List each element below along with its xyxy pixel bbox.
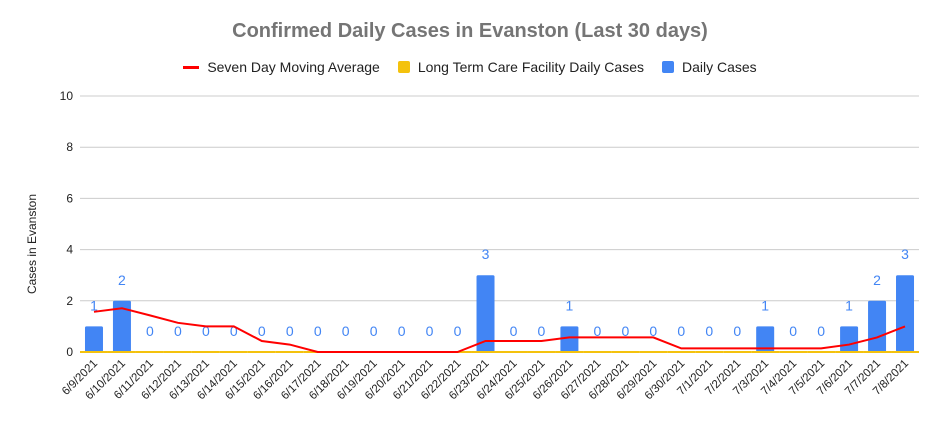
legend-swatch [661, 61, 674, 73]
legend-swatch [183, 65, 200, 69]
data-label: 3 [901, 246, 909, 262]
bar-ltc-cases [807, 351, 836, 353]
data-label: 1 [90, 297, 98, 313]
legend-item-moving-average[interactable]: Seven Day Moving Average [183, 59, 380, 75]
y-tick-label: 6 [66, 191, 73, 205]
data-label: 1 [566, 297, 574, 313]
legend: Seven Day Moving Average Long Term Care … [0, 59, 940, 75]
bar-ltc-cases [275, 351, 304, 353]
bar-daily-cases [112, 300, 131, 352]
legend-label: Long Term Care Facility Daily Cases [417, 59, 644, 75]
bar-ltc-cases [891, 351, 919, 353]
data-label: 0 [621, 323, 629, 339]
bar-ltc-cases [191, 351, 220, 353]
legend-item-daily-cases[interactable]: Daily Cases [661, 59, 757, 75]
y-tick-label: 10 [60, 89, 74, 103]
bar-ltc-cases [135, 351, 164, 353]
bar-ltc-cases [723, 351, 752, 353]
bar-ltc-cases [667, 351, 696, 353]
bar-ltc-cases [107, 351, 136, 353]
data-label: 0 [230, 323, 238, 339]
bar-ltc-cases [80, 351, 108, 353]
bar-ltc-cases [219, 351, 248, 353]
bar-ltc-cases [639, 351, 668, 353]
bar-ltc-cases [247, 351, 276, 353]
data-label: 3 [482, 246, 490, 262]
data-label: 0 [202, 323, 210, 339]
data-label: 0 [174, 323, 182, 339]
bar-ltc-cases [695, 351, 724, 353]
data-label: 0 [705, 323, 713, 339]
data-label: 0 [454, 323, 462, 339]
y-tick-label: 0 [66, 345, 73, 359]
bar-ltc-cases [471, 351, 500, 353]
data-label: 0 [649, 323, 657, 339]
bar-ltc-cases [779, 351, 808, 353]
chart-title: Confirmed Daily Cases in Evanston (Last … [232, 20, 708, 42]
data-label: 0 [593, 323, 601, 339]
legend-swatch [397, 61, 410, 73]
bar-ltc-cases [583, 351, 612, 353]
bar-daily-cases [840, 326, 859, 352]
data-label: 0 [677, 323, 685, 339]
bar-ltc-cases [863, 351, 892, 353]
data-label: 0 [733, 323, 741, 339]
data-label: 2 [118, 272, 126, 288]
bar-ltc-cases [527, 351, 556, 353]
bar-daily-cases [84, 326, 103, 352]
data-label: 0 [817, 323, 825, 339]
bar-daily-cases [868, 300, 887, 352]
y-tick-label: 8 [66, 140, 73, 154]
y-tick-label: 2 [66, 294, 73, 308]
data-label: 0 [370, 323, 378, 339]
data-label: 1 [845, 297, 853, 313]
data-label: 0 [146, 323, 154, 339]
data-label: 2 [873, 272, 881, 288]
data-label: 0 [789, 323, 797, 339]
y-tick-label: 4 [66, 243, 73, 257]
data-label: 0 [510, 323, 518, 339]
y-axis-label: Cases in Evanston [25, 194, 39, 294]
bar-ltc-cases [835, 351, 864, 353]
bar-daily-cases [560, 326, 579, 352]
data-label: 0 [314, 323, 322, 339]
data-label: 0 [398, 323, 406, 339]
data-label: 0 [286, 323, 294, 339]
moving-average-line [93, 307, 906, 353]
legend-label: Seven Day Moving Average [207, 59, 380, 75]
bar-daily-cases [476, 275, 495, 352]
bar-ltc-cases [163, 351, 192, 353]
legend-item-ltc-cases[interactable]: Long Term Care Facility Daily Cases [397, 59, 644, 75]
bar-ltc-cases [499, 351, 528, 353]
bar-ltc-cases [611, 351, 640, 353]
data-label: 1 [761, 297, 769, 313]
bar-daily-cases [756, 326, 775, 352]
legend-label: Daily Cases [681, 59, 757, 75]
bar-ltc-cases [751, 351, 780, 353]
bar-ltc-cases [555, 351, 584, 353]
data-label: 0 [426, 323, 434, 339]
data-label: 0 [258, 323, 266, 339]
data-label: 0 [342, 323, 350, 339]
bar-daily-cases [896, 275, 915, 352]
data-label: 0 [538, 323, 546, 339]
